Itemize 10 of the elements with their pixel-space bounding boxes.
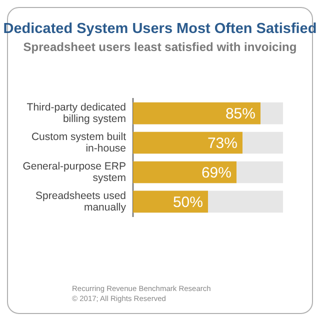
data-label: 73% (207, 134, 238, 152)
chart-title: Dedicated System Users Most Often Satisfied (2, 21, 318, 37)
y-tick-label: Spreadsheets used manually (36, 190, 127, 214)
y-tick-label: General-purpose ERP system (22, 160, 126, 184)
data-label: 85% (225, 105, 256, 122)
y-tick-label: Third-party dedicated billing system (26, 101, 126, 125)
chart-subtitle: Spreadsheet users least satisfied with invoicing (22, 40, 298, 54)
data-label: 69% (201, 164, 232, 182)
data-label: 50% (172, 194, 203, 211)
y-tick-label: Custom system built in-house (31, 130, 126, 154)
